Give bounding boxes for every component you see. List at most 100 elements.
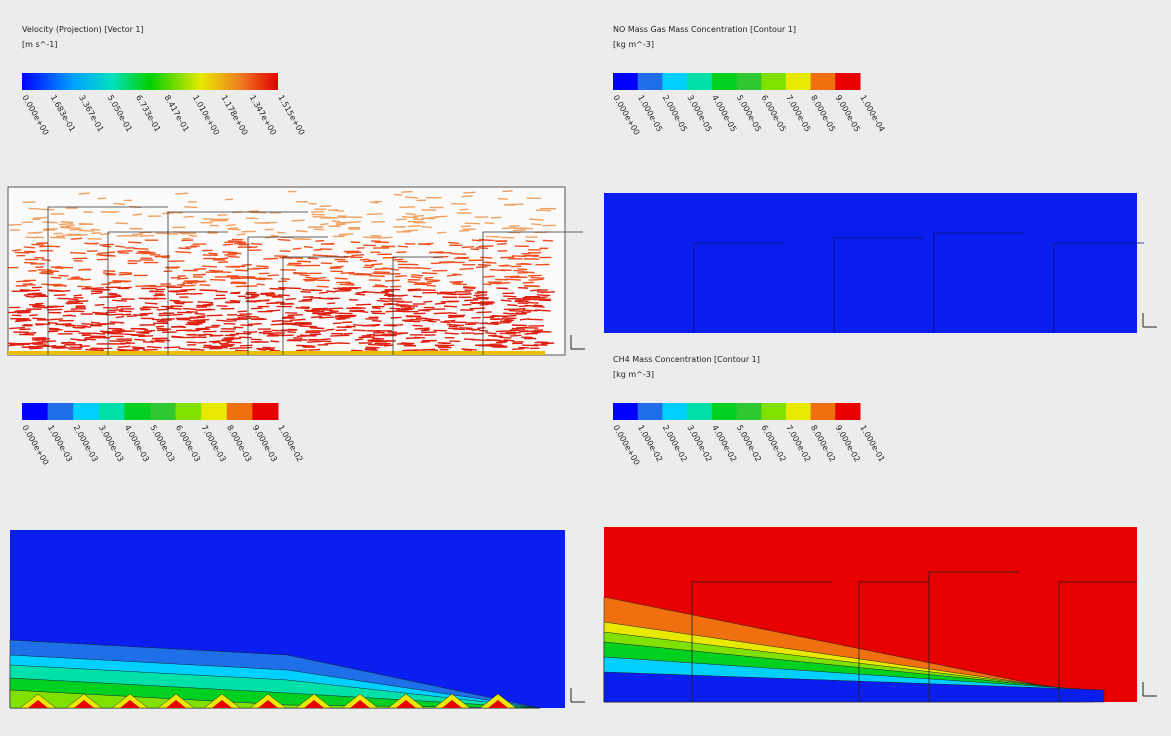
vector-arrow [291, 219, 305, 222]
vector-arrow [33, 216, 48, 219]
vector-arrow [50, 318, 63, 321]
vector-arrow [440, 321, 451, 324]
geometry-edge [1053, 242, 1144, 333]
geometry-edge [933, 232, 1024, 333]
vector-arrow [208, 340, 220, 343]
vector-arrow [527, 318, 543, 321]
vector-arrow [311, 210, 324, 213]
vector-arrow [239, 336, 252, 339]
geometry-edge [928, 571, 1019, 702]
vector-arrow [227, 255, 240, 258]
vector-arrow [186, 341, 198, 344]
vector-arrow [476, 311, 492, 314]
vector-arrow [408, 289, 422, 292]
vector-arrow [82, 325, 92, 328]
geometry-edge [858, 581, 929, 702]
vector-arrow [519, 330, 535, 333]
vector-arrow [182, 237, 191, 240]
contour-band [603, 671, 1105, 703]
vector-arrow [387, 294, 403, 297]
vector-arrow [83, 338, 96, 341]
vector-arrow [209, 219, 224, 222]
vector-arrow [482, 283, 492, 286]
vector-arrow [410, 318, 422, 321]
vector-arrow [118, 273, 132, 276]
vector-arrow [63, 310, 75, 313]
color-bar-segment [810, 403, 836, 420]
vector-arrow [318, 338, 331, 341]
vector-arrow [441, 261, 457, 264]
vector-arrow [521, 311, 531, 314]
vector-arrow [269, 287, 286, 291]
vector-arrow [8, 344, 17, 347]
color-bar-segment [637, 73, 663, 90]
vector-arrow [262, 332, 278, 335]
vector-arrow [376, 299, 390, 303]
panel-title: Velocity (Projection) [Vector 1] [22, 25, 144, 34]
vector-arrow [540, 291, 555, 294]
vector-arrow [335, 223, 347, 226]
vector-arrow [50, 265, 62, 269]
vector-arrow [81, 278, 91, 281]
vector-arrow [303, 334, 317, 337]
vector-arrow [296, 230, 308, 233]
vector-arrow [390, 316, 402, 319]
vector-arrow [411, 274, 424, 277]
vector-arrow [48, 321, 58, 325]
vector-arrow [209, 334, 224, 337]
geometry-edge [482, 231, 583, 355]
color-bar-segment [150, 403, 177, 420]
vector-arrow [412, 324, 423, 327]
vector-arrow [244, 296, 256, 300]
vector-arrow [503, 312, 512, 315]
vector-arrow [33, 295, 48, 298]
vector-arrow [405, 344, 416, 347]
color-bar-segment [226, 403, 253, 420]
vector-arrow [81, 323, 94, 326]
vector-arrow [318, 316, 335, 319]
vector-arrow [265, 309, 281, 312]
contour-band [350, 700, 370, 708]
color-bar-segment [736, 403, 762, 420]
vector-arrow [312, 310, 325, 313]
vector-arrow [303, 245, 313, 249]
vector-arrow [96, 253, 113, 257]
vector-arrow [24, 332, 37, 335]
vector-arrow [448, 241, 460, 245]
vector-arrow [307, 257, 319, 260]
vector-arrow [172, 313, 183, 316]
vector-arrow [490, 216, 502, 219]
vector-arrow [42, 229, 56, 232]
vector-arrow [528, 278, 544, 281]
vector-arrow [68, 298, 79, 301]
vector-arrow [500, 299, 512, 302]
vector-arrow [279, 256, 294, 259]
vector-arrow [14, 251, 30, 254]
panel-title: CH4 Mass Concentration [Contour 1] [613, 355, 760, 364]
color-bar-segment [613, 73, 639, 90]
vector-arrow [265, 347, 276, 350]
vector-arrow [397, 245, 408, 248]
vector-arrow [35, 338, 46, 341]
vector-arrow [404, 196, 419, 199]
vector-arrow [83, 211, 93, 214]
color-bar-segment [47, 403, 74, 420]
vector-arrow [320, 222, 329, 226]
vector-arrow [134, 338, 146, 341]
vector-arrow [500, 256, 515, 259]
vector-arrow [171, 325, 185, 328]
vector-arrow [530, 276, 545, 280]
vector-arrow [461, 245, 475, 249]
vector-arrow [50, 276, 62, 279]
geometry-edge [691, 581, 832, 702]
vector-arrow [73, 294, 83, 297]
vector-arrow [527, 301, 539, 304]
vector-arrow [140, 308, 151, 311]
vector-arrow [155, 325, 165, 328]
vector-arrow [295, 307, 310, 310]
vector-arrow [31, 243, 45, 246]
vector-arrow [489, 268, 506, 272]
vector-arrow [329, 310, 339, 313]
vector-arrow [112, 299, 127, 302]
contour-band [120, 700, 140, 708]
